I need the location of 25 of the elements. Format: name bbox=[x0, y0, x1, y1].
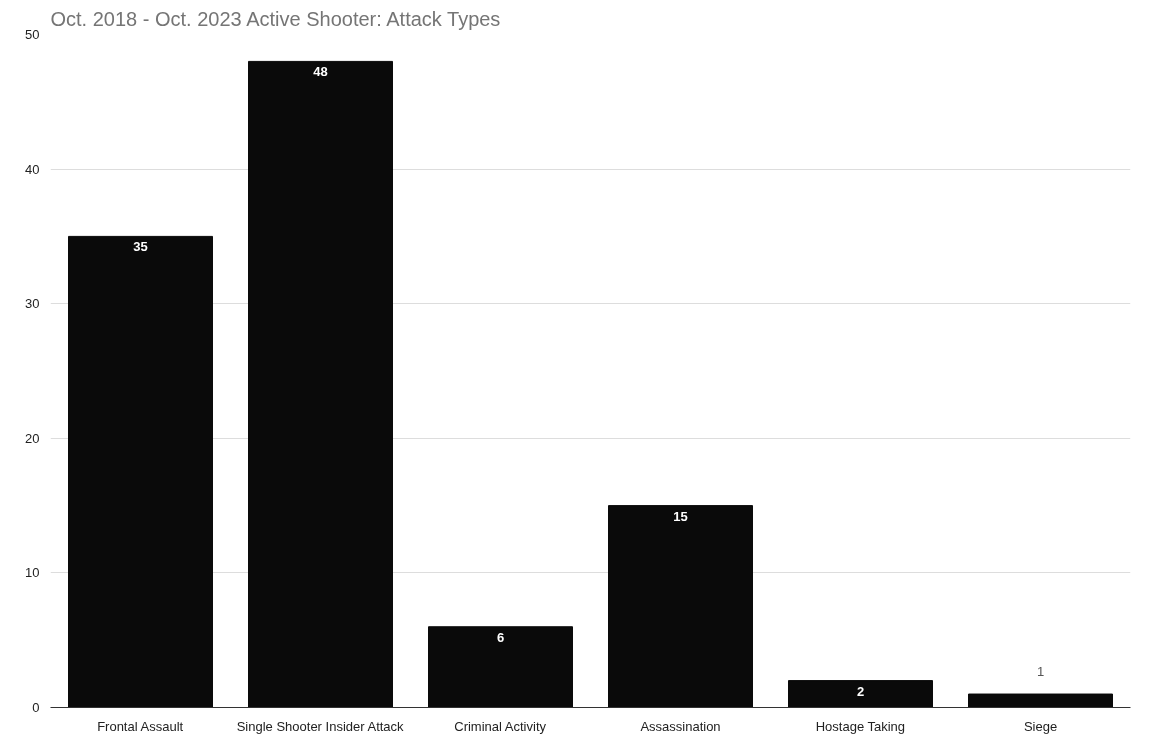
x-tick-label: Assassination bbox=[640, 718, 721, 734]
data-label: 6 bbox=[496, 629, 505, 645]
x-tick-label: Hostage Taking bbox=[815, 718, 906, 734]
x-tick-label: Criminal Activity bbox=[454, 718, 547, 734]
y-tick-label: 50 bbox=[25, 27, 40, 42]
x-tick-label: Frontal Assault bbox=[97, 718, 184, 734]
data-label: 1 bbox=[1036, 664, 1045, 680]
data-label: 35 bbox=[133, 239, 148, 255]
bar bbox=[968, 693, 1113, 708]
y-tick-label: 30 bbox=[25, 296, 40, 312]
x-tick-label: Single Shooter Insider Attack bbox=[236, 718, 405, 734]
y-tick-label: 20 bbox=[25, 430, 40, 446]
y-tick-label: 0 bbox=[32, 700, 40, 715]
data-label: 15 bbox=[673, 508, 688, 524]
y-tick-label: 10 bbox=[25, 565, 40, 581]
chart-title: Oct. 2018 - Oct. 2023 Active Shooter: Attack Types bbox=[50, 7, 501, 30]
bar bbox=[608, 505, 753, 708]
bar bbox=[428, 626, 573, 708]
bar bbox=[248, 60, 393, 708]
data-label: 2 bbox=[856, 683, 865, 699]
bar bbox=[788, 680, 933, 708]
bar bbox=[68, 235, 213, 708]
data-label: 48 bbox=[313, 64, 328, 80]
x-tick-label: Siege bbox=[1023, 718, 1058, 734]
y-tick-label: 40 bbox=[25, 161, 40, 177]
